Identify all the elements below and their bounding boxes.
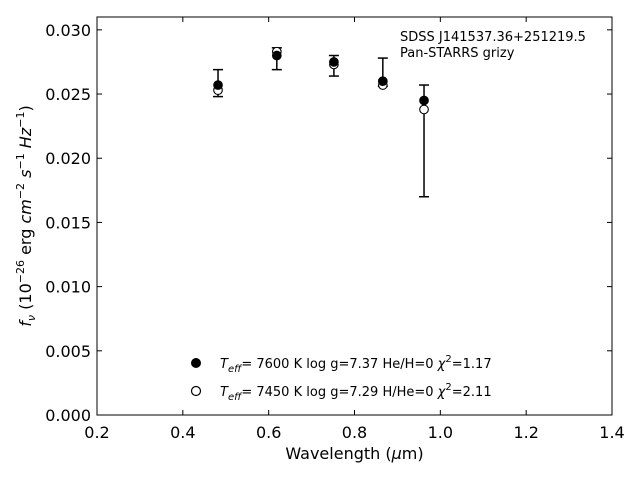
legend: Teff= 7600 K log g=7.37 He/H=0 χ2=1.17 T… <box>190 354 492 403</box>
y-tick-label: 0.020 <box>45 149 91 168</box>
x-tick-label: 0.2 <box>84 423 109 442</box>
y-tick-label: 0.015 <box>45 213 91 232</box>
filled-point <box>377 76 388 87</box>
x-axis: 0.2 0.4 0.6 0.8 1.0 1.2 1.4 <box>84 17 625 442</box>
x-tick-label: 1.0 <box>428 423 453 442</box>
y-tick-label: 0.025 <box>45 85 91 104</box>
filled-point <box>419 95 429 106</box>
y-tick-label: 0.010 <box>45 278 91 297</box>
x-tick-label: 0.6 <box>256 423 281 442</box>
legend-marker-filled <box>191 358 201 368</box>
legend-marker-open <box>190 385 202 397</box>
x-axis-label: Wavelength (μm) <box>285 444 423 463</box>
data-points <box>213 46 429 115</box>
filled-point <box>213 80 223 90</box>
x-tick-label: 0.4 <box>170 423 195 442</box>
filled-point <box>329 57 339 67</box>
error-bars <box>213 47 430 198</box>
y-tick-label: 0.005 <box>45 342 91 361</box>
x-tick-label: 1.2 <box>513 423 538 442</box>
y-tick-label: 0.000 <box>45 406 91 425</box>
filled-point <box>271 50 282 61</box>
open-point <box>419 104 429 115</box>
y-axis-label: fν (10−26 erg cm−2 s−1 Hz−1) <box>14 105 38 326</box>
y-axis: 0.000 0.005 0.010 0.015 0.020 0.025 0.030 <box>45 21 612 425</box>
legend-entry-2: Teff= 7450 K log g=7.29 H/He=0 χ2=2.11 <box>220 382 492 403</box>
legend-entry-1: Teff= 7600 K log g=7.37 He/H=0 χ2=1.17 <box>220 354 492 375</box>
x-tick-label: 1.4 <box>599 423 624 442</box>
survey-annotation: Pan-STARRS grizy <box>400 46 515 61</box>
x-tick-label: 0.8 <box>342 423 367 442</box>
plot-frame <box>96 16 613 416</box>
object-name-annotation: SDSS J141537.36+251219.5 <box>400 30 586 45</box>
y-tick-label: 0.030 <box>45 21 91 40</box>
